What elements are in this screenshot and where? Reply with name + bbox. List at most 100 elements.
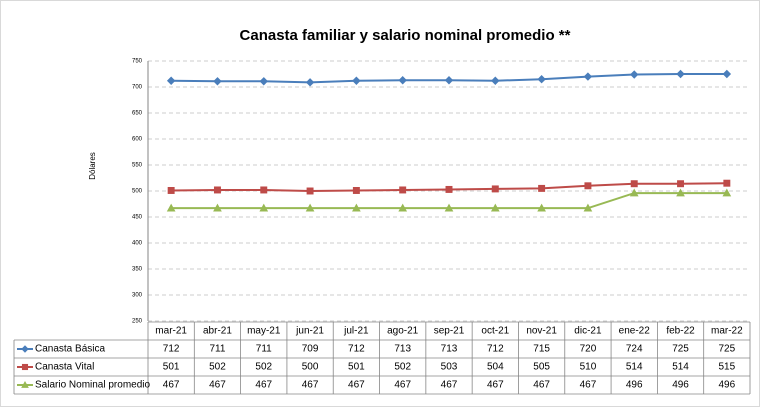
data-point — [399, 186, 407, 194]
data-point — [445, 185, 453, 193]
y-tick-label: 650 — [132, 111, 143, 117]
data-point — [444, 203, 454, 212]
data-point — [491, 76, 500, 85]
table-value: 709 — [302, 344, 319, 355]
table-value: 467 — [348, 380, 365, 391]
y-tick-label: 600 — [132, 137, 143, 143]
data-point — [537, 74, 546, 84]
y-tick-label: 550 — [132, 163, 143, 169]
table-value: 712 — [487, 344, 504, 355]
data-point — [490, 203, 500, 212]
table-value: 500 — [302, 362, 319, 373]
table-value: 713 — [394, 344, 411, 355]
data-point — [213, 203, 222, 212]
x-tick-label: mar-21 — [155, 326, 187, 337]
x-tick-label: jul-21 — [343, 326, 369, 337]
x-tick-label: mar-22 — [711, 326, 743, 337]
y-axis-label: Dólares — [88, 152, 97, 180]
data-point — [352, 76, 361, 85]
data-point — [676, 69, 685, 79]
legend-label: Canasta Básica — [35, 344, 105, 355]
data-point — [398, 76, 407, 85]
data-point — [260, 186, 268, 194]
table-value: 503 — [441, 362, 458, 373]
table-value: 467 — [163, 380, 180, 391]
table-value: 505 — [533, 362, 550, 373]
table-value: 467 — [533, 380, 550, 391]
table-value: 712 — [163, 344, 180, 355]
data-point — [259, 77, 268, 86]
y-tick-label: 450 — [132, 215, 143, 221]
y-tick-label: 500 — [132, 189, 143, 195]
data-point — [213, 77, 222, 86]
data-point — [538, 184, 546, 192]
data-point — [305, 78, 315, 87]
legend-marker — [21, 363, 29, 371]
data-point — [259, 203, 269, 212]
table-value: 515 — [719, 362, 736, 373]
data-point — [166, 203, 176, 212]
data-point — [722, 188, 732, 197]
table-value: 496 — [626, 380, 643, 391]
table-value: 715 — [533, 344, 550, 355]
data-point — [305, 203, 315, 212]
table-value: 711 — [256, 344, 272, 355]
y-tick-label: 400 — [132, 241, 143, 247]
table-value: 510 — [580, 362, 597, 373]
legend-marker — [21, 345, 29, 353]
data-point — [537, 203, 546, 212]
x-tick-label: feb-22 — [666, 326, 695, 337]
data-point — [629, 188, 639, 197]
x-tick-label: dic-21 — [574, 326, 602, 337]
chart-title: Canasta familiar y salario nominal prome… — [240, 27, 571, 44]
data-point — [583, 203, 593, 212]
data-point — [491, 185, 499, 193]
data-point — [677, 180, 685, 188]
x-tick-label: ago-21 — [387, 326, 419, 337]
data-point — [583, 72, 593, 81]
x-tick-label: abr-21 — [203, 326, 232, 337]
table-value: 496 — [672, 380, 689, 391]
table-value: 514 — [626, 362, 643, 373]
data-point — [630, 180, 638, 188]
x-tick-label: jun-21 — [295, 326, 324, 337]
data-point — [306, 187, 314, 195]
data-point — [723, 179, 731, 187]
table-value: 502 — [255, 362, 272, 373]
data-point — [584, 182, 592, 190]
table-value: 725 — [719, 344, 736, 355]
table-value: 467 — [255, 380, 272, 391]
y-tick-label: 250 — [132, 319, 143, 325]
table-value: 467 — [487, 380, 504, 391]
table-value: 724 — [626, 344, 643, 355]
data-point — [352, 187, 360, 194]
y-tick-label: 350 — [132, 267, 143, 273]
legend-label: Canasta Vital — [35, 362, 94, 373]
table-value: 514 — [672, 362, 689, 373]
y-tick-label: 300 — [132, 293, 143, 299]
data-point — [444, 76, 454, 85]
data-point — [676, 188, 685, 197]
table-value: 711 — [209, 344, 225, 355]
table-value: 467 — [302, 380, 319, 391]
table-value: 501 — [348, 362, 365, 373]
x-tick-label: ene-22 — [619, 326, 651, 337]
table-value: 725 — [672, 344, 689, 355]
data-point — [630, 70, 639, 79]
table-value: 501 — [163, 362, 180, 373]
table-value: 496 — [719, 380, 736, 391]
x-tick-label: may-21 — [247, 326, 281, 337]
table-value: 720 — [580, 344, 597, 355]
legend-label: Salario Nominal promedio — [35, 380, 150, 391]
x-tick-label: oct-21 — [481, 326, 509, 337]
data-point — [166, 76, 176, 85]
table-value: 502 — [209, 362, 226, 373]
x-tick-label: sep-21 — [434, 326, 465, 337]
table-value: 502 — [394, 362, 411, 373]
table-value: 713 — [441, 344, 458, 355]
data-point — [213, 186, 221, 194]
data-point — [722, 69, 732, 79]
table-value: 467 — [209, 380, 226, 391]
